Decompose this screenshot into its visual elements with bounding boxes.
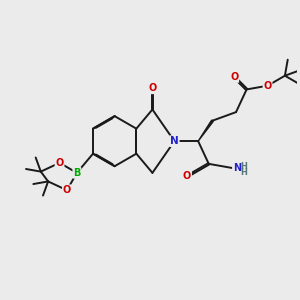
- Text: O: O: [230, 72, 238, 82]
- Text: N: N: [233, 163, 241, 173]
- Text: H: H: [241, 168, 248, 177]
- Text: H: H: [241, 162, 248, 171]
- Text: O: O: [263, 81, 272, 91]
- Polygon shape: [198, 120, 213, 141]
- Text: O: O: [183, 171, 191, 182]
- Text: B: B: [73, 168, 81, 178]
- Text: N: N: [170, 136, 179, 146]
- Text: O: O: [148, 83, 157, 93]
- Text: O: O: [63, 185, 71, 195]
- Text: O: O: [56, 158, 64, 168]
